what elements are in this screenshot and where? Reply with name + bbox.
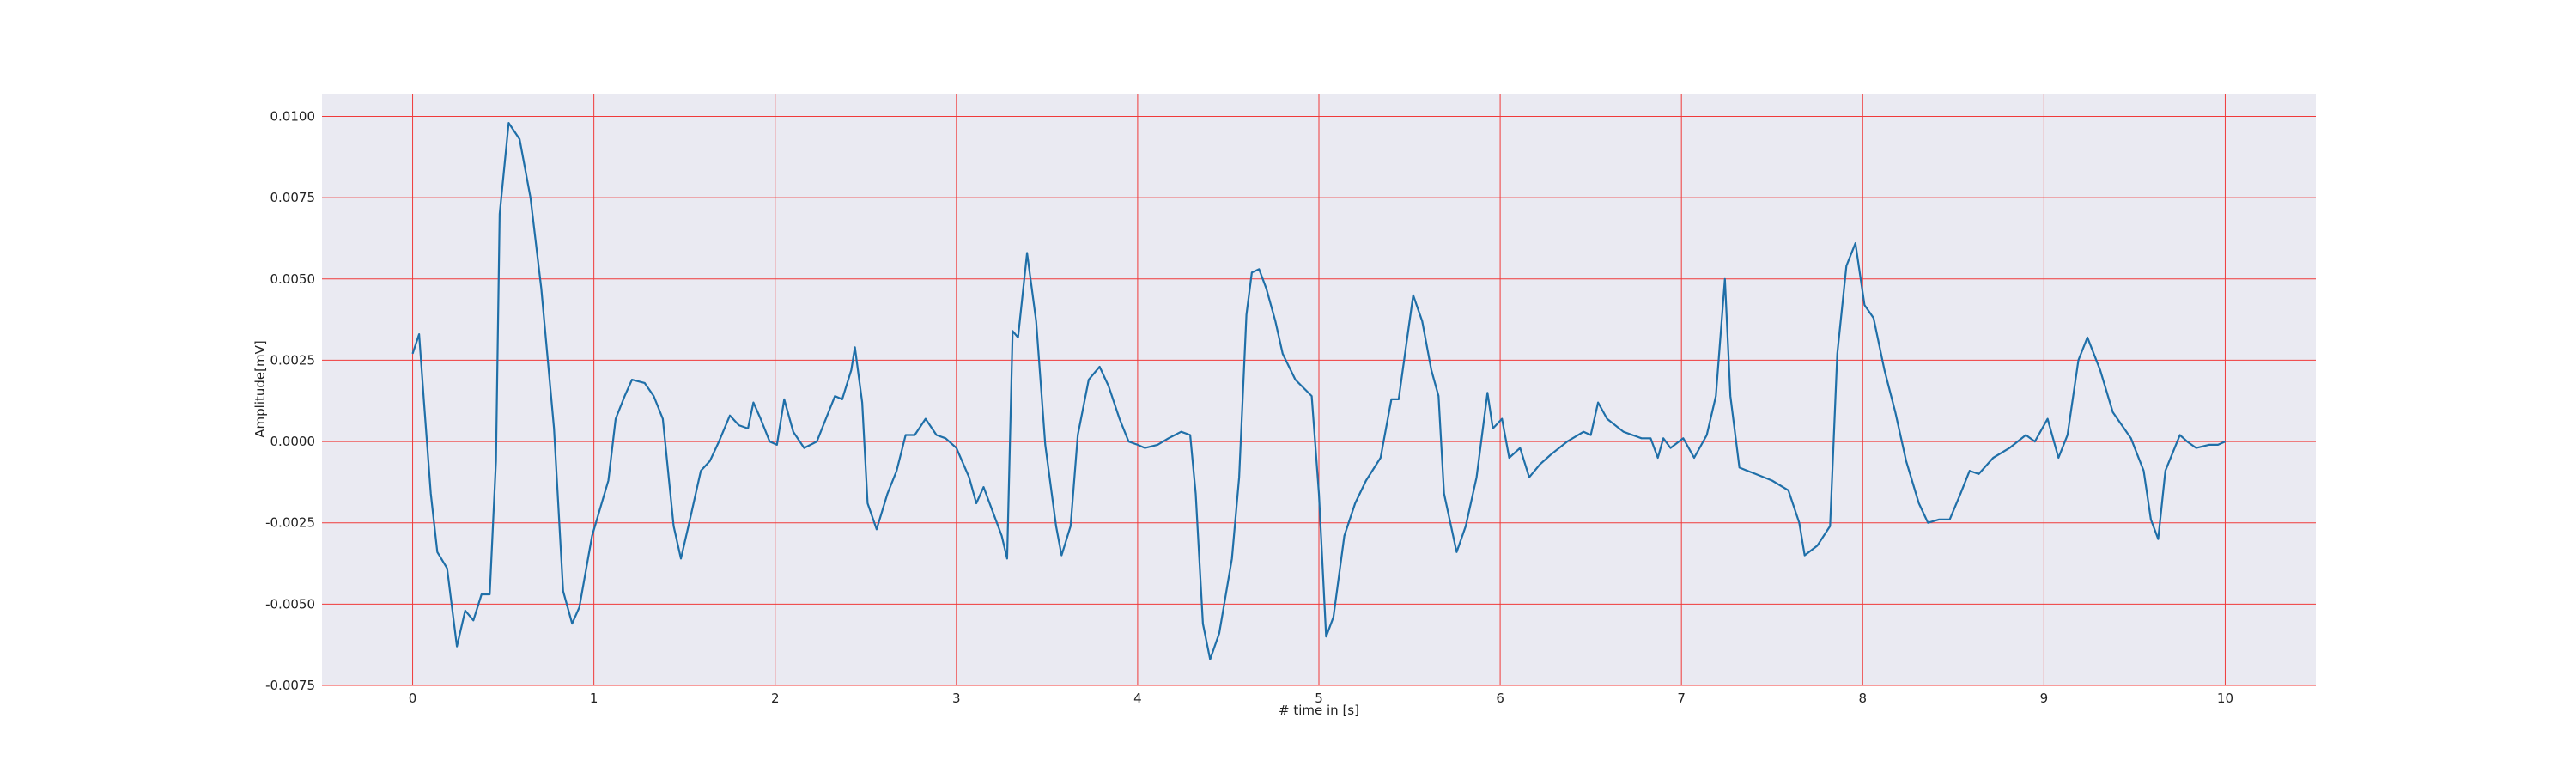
- x-axis-label: # time in [s]: [1279, 703, 1359, 718]
- y-tick-label: -0.0050: [265, 596, 315, 612]
- x-tick-label: 5: [1315, 691, 1323, 706]
- y-tick-label: -0.0025: [265, 515, 315, 531]
- x-tick-label: 8: [1858, 691, 1867, 706]
- y-tick-label: 0.0075: [270, 190, 316, 205]
- y-tick-label: 0.0100: [270, 109, 316, 125]
- x-tick-label: 10: [2217, 691, 2233, 706]
- x-tick-label: 1: [590, 691, 598, 706]
- x-tick-label: 4: [1133, 691, 1142, 706]
- x-tick-label: 0: [409, 691, 417, 706]
- y-tick-label: 0.0000: [270, 434, 316, 449]
- x-tick-label: 2: [771, 691, 780, 706]
- x-tick-label: 3: [952, 691, 961, 706]
- signal-line: [411, 122, 2226, 660]
- x-tick-label: 7: [1677, 691, 1686, 706]
- x-tick-label: 6: [1496, 691, 1504, 706]
- y-tick-label: 0.0025: [270, 352, 316, 368]
- y-axis-label: Amplitude[mV]: [252, 340, 268, 437]
- y-tick-label: -0.0075: [265, 678, 315, 693]
- x-tick-label: 9: [2040, 691, 2049, 706]
- y-tick-label: 0.0050: [270, 271, 316, 287]
